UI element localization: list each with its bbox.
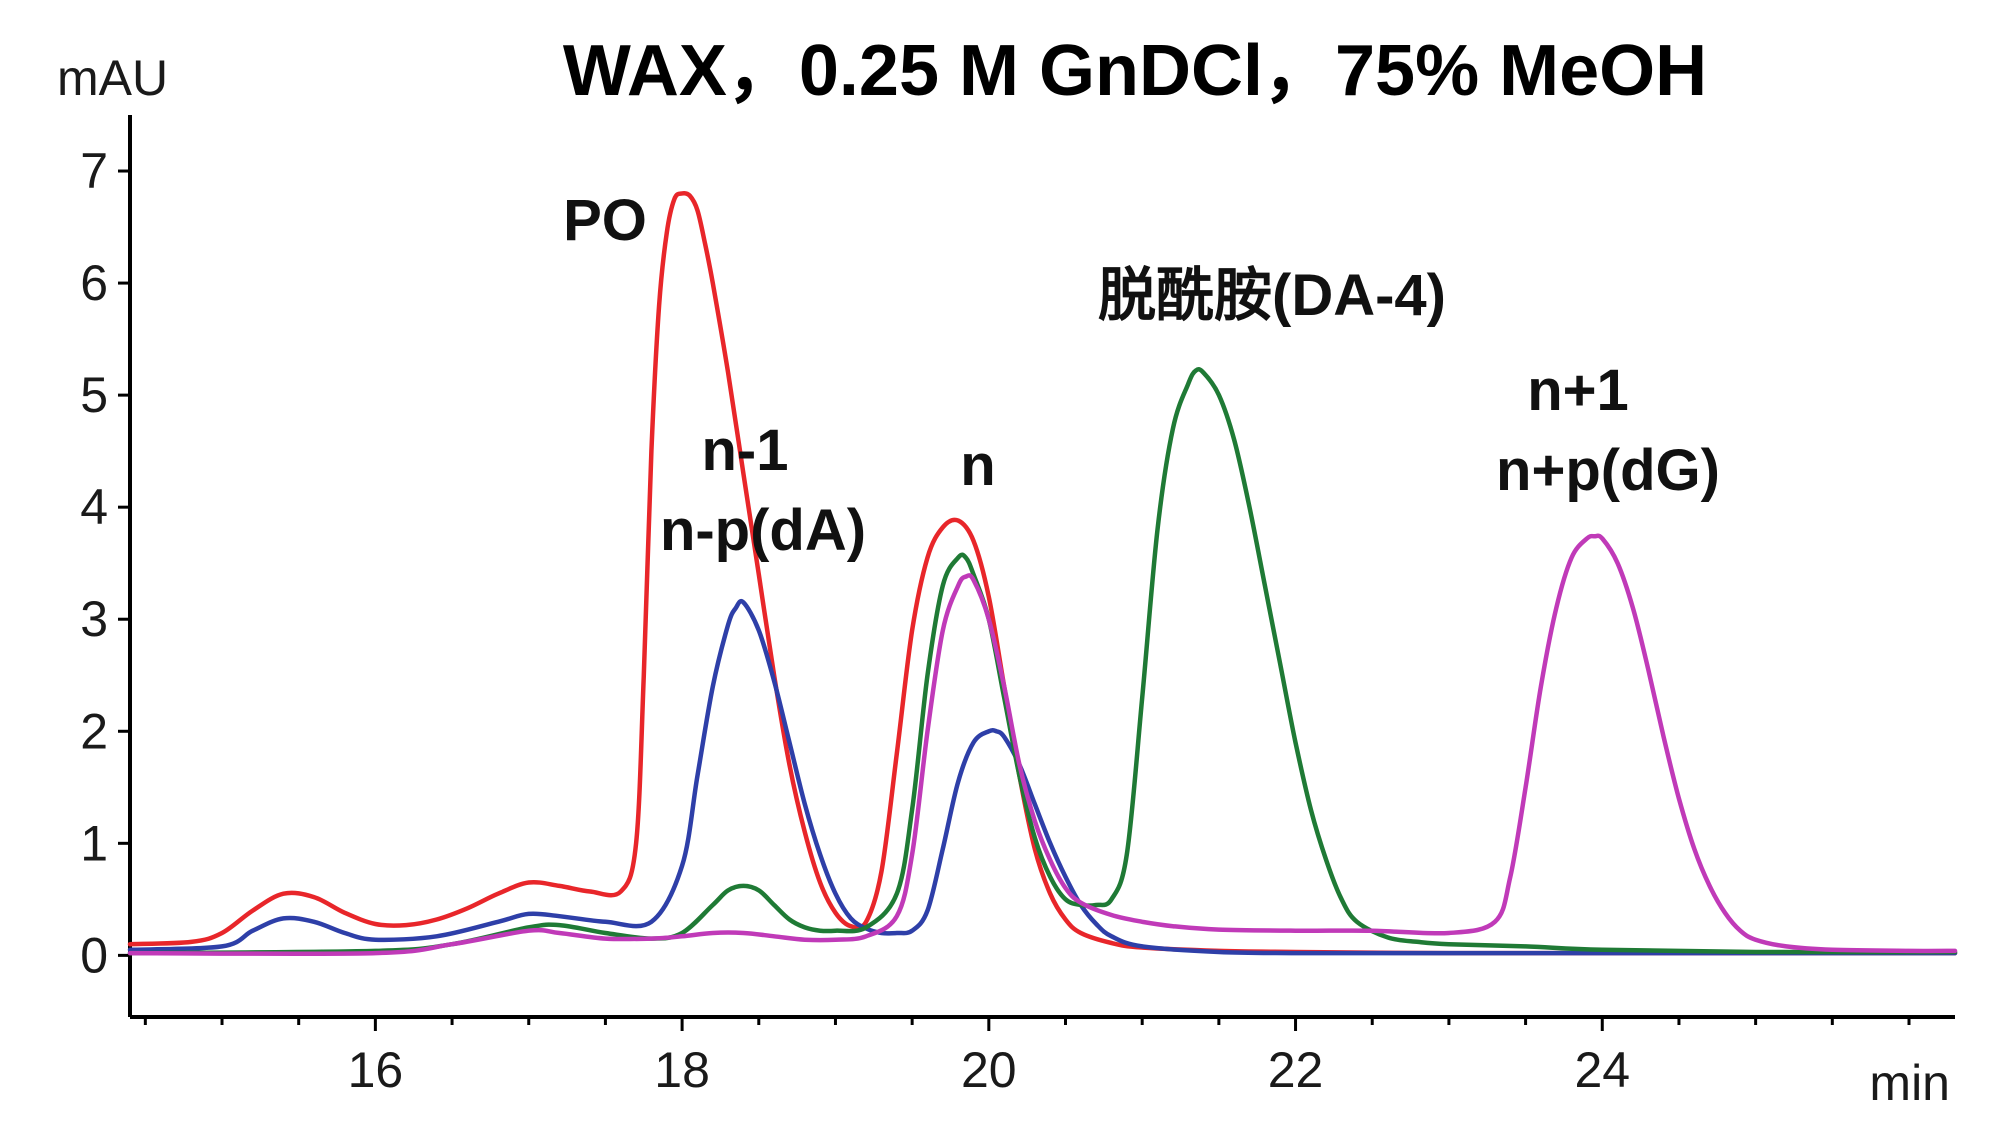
chart-title: WAX，0.25 M GnDCl，75% MeOH [563,31,1707,111]
y-tick-label: 0 [80,927,108,983]
y-tick-label: 6 [80,255,108,311]
x-tick-label: 24 [1574,1042,1630,1098]
trace-green [127,367,1958,956]
y-tick-label: 4 [80,479,108,535]
chromatogram-traces [127,190,1958,957]
annotation-deamidation: 脱酰胺(DA-4) [1098,263,1446,328]
annotation-po: PO [563,188,647,253]
annotation-n-minus-1: n-1 [702,418,789,483]
y-tick-label: 2 [80,703,108,759]
x-unit-label: min [1869,1055,1950,1111]
y-tick-label: 3 [80,591,108,647]
peak-annotations: PO n-1 n-p(dA) n 脱酰胺(DA-4) n+1 n+p(dG) [563,188,1720,563]
y-tick-label: 5 [80,367,108,423]
x-tick-label: 22 [1268,1042,1324,1098]
annotation-n-minus-p: n-p(dA) [660,498,866,563]
x-tick-label: 20 [961,1042,1017,1098]
trace-magenta [127,533,1958,957]
annotation-n-plus-1: n+1 [1527,358,1629,423]
y-axis-ticks: 0 1 2 3 4 5 6 7 [80,143,130,983]
annotation-n: n [960,433,995,498]
y-tick-label: 7 [80,143,108,199]
trace-blue [127,598,1958,956]
y-unit-label: mAU [57,50,168,106]
x-axis-ticks: 16 18 20 22 24 [143,1017,1911,1098]
y-tick-label: 1 [80,815,108,871]
trace-red [127,190,1958,956]
x-tick-label: 18 [654,1042,710,1098]
annotation-n-plus-p: n+p(dG) [1496,438,1720,503]
x-tick-label: 16 [348,1042,404,1098]
axes [128,115,1955,1019]
